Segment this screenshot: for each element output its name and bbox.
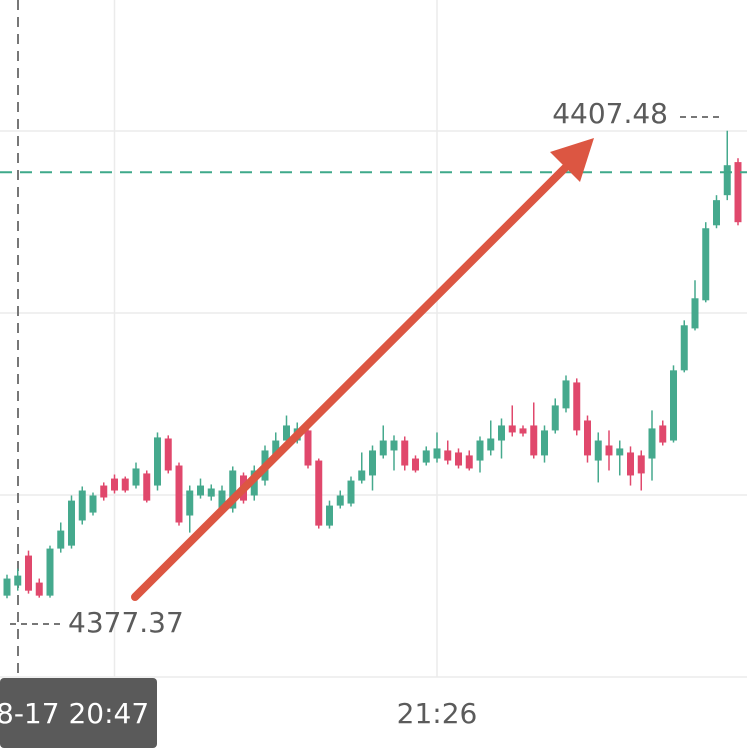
min-label: 4377.37	[68, 606, 184, 639]
candle-body	[541, 430, 548, 456]
arrow-head	[550, 138, 594, 182]
crosshair-box	[0, 678, 157, 748]
candle-body	[207, 488, 215, 497]
candle-body	[89, 495, 97, 513]
candle-body	[143, 473, 151, 501]
candle-body	[78, 490, 86, 521]
candle-body	[315, 460, 323, 526]
candle-body	[229, 470, 237, 509]
candle-body	[680, 325, 688, 371]
candle-body	[154, 437, 161, 486]
candle-body	[498, 425, 505, 441]
candle-body	[519, 428, 527, 434]
candle-body	[648, 428, 656, 459]
candle-body	[412, 458, 419, 471]
candle-body	[100, 485, 108, 498]
candle-body	[584, 420, 591, 456]
candle-body	[336, 495, 344, 506]
candle-body	[476, 440, 484, 461]
candle-body	[723, 165, 731, 196]
candle-body	[347, 480, 355, 504]
candle-body	[401, 440, 409, 466]
candle-body	[14, 575, 22, 586]
candle-body	[605, 445, 613, 456]
candle-body	[326, 505, 333, 526]
candle-body	[111, 478, 118, 491]
candle-body	[702, 228, 710, 301]
candle-body	[734, 162, 742, 223]
arrow-shaft	[131, 164, 569, 601]
grid	[0, 130, 747, 678]
candle-body	[551, 405, 559, 431]
candle-body	[132, 468, 140, 486]
candle-body	[573, 382, 581, 431]
candle-body	[35, 582, 43, 596]
candle-body	[465, 455, 473, 469]
candles	[0, 130, 747, 599]
candle-body	[186, 490, 194, 516]
candle-body	[25, 555, 32, 591]
arrow	[131, 138, 594, 601]
x-tick-label: 21:26	[397, 697, 478, 730]
candle-body	[218, 490, 226, 509]
candle-body	[530, 425, 538, 456]
candle-body	[68, 500, 75, 546]
candle-body	[594, 440, 602, 461]
crosshair-label: 8-17 20:47	[0, 697, 149, 730]
candle-body	[637, 455, 645, 474]
x-grid	[113, 0, 438, 677]
candle-body	[121, 478, 129, 491]
candle-body	[304, 430, 312, 466]
candle-body	[46, 548, 54, 596]
candle-body	[175, 465, 183, 523]
candle-body	[713, 200, 720, 226]
candle-body	[272, 440, 280, 456]
max-label: 4407.48	[552, 97, 668, 130]
candle-body	[659, 425, 667, 443]
candle-body	[379, 440, 387, 456]
candle-body	[433, 448, 441, 459]
candle-body	[369, 450, 376, 476]
candle-body	[444, 450, 452, 461]
candle-body	[283, 425, 290, 441]
candle-body	[197, 485, 204, 496]
candle-body	[691, 298, 699, 329]
candle-body	[627, 452, 634, 476]
candle-body	[164, 438, 172, 471]
candle-body	[508, 425, 516, 433]
candle-body	[616, 448, 624, 456]
candle-body	[487, 438, 495, 451]
candle-body	[455, 452, 462, 466]
candle-body	[422, 450, 430, 463]
candle-body	[358, 470, 366, 481]
candle-body	[390, 440, 398, 451]
candle-body	[57, 530, 65, 549]
candle-body	[3, 578, 11, 596]
candle-body	[670, 370, 677, 441]
candle-body	[562, 380, 570, 409]
